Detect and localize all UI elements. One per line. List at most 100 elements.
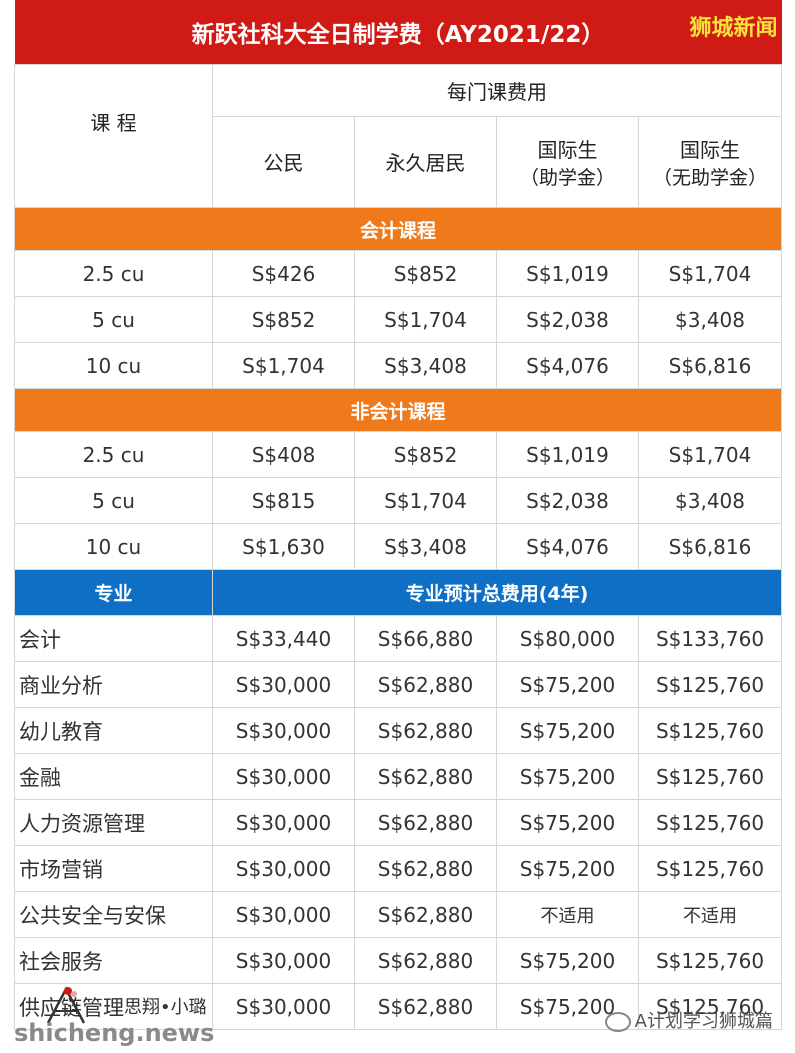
intl-grant-header: 国际生 （助学金） bbox=[496, 115, 639, 209]
fee-cell: S$408 bbox=[212, 431, 355, 478]
table-row: 5 cu S$852 S$1,704 S$2,038 $3,408 bbox=[14, 296, 783, 343]
fee-cell: S$62,880 bbox=[354, 937, 497, 984]
fee-cell: S$62,880 bbox=[354, 799, 497, 846]
a-plan-logo-icon bbox=[46, 986, 86, 1024]
fee-cell: S$30,000 bbox=[212, 845, 355, 892]
fee-cell: S$33,440 bbox=[212, 615, 355, 662]
major-name: 金融 bbox=[14, 753, 213, 800]
fee-cell: S$75,200 bbox=[496, 845, 639, 892]
fee-cell: S$125,760 bbox=[637, 983, 783, 1030]
unit-cell: 10 cu bbox=[14, 342, 213, 389]
major-total-header: 专业预计总费用(4年) bbox=[211, 569, 783, 616]
header-row-2: 公民 永久居民 国际生 （助学金） 国际生 （无助学金） bbox=[15, 115, 783, 209]
fee-cell: S$62,880 bbox=[354, 661, 497, 708]
fee-cell: S$62,880 bbox=[354, 891, 497, 938]
unit-cell: 10 cu bbox=[14, 523, 213, 570]
header-row-1: 课 程 每门课费用 bbox=[14, 64, 783, 208]
table-row: 5 cu S$815 S$1,704 S$2,038 $3,408 bbox=[14, 477, 783, 524]
fee-cell: S$1,019 bbox=[496, 431, 639, 478]
fee-cell: S$75,200 bbox=[496, 707, 639, 754]
table-row: 2.5 cu S$426 S$852 S$1,019 S$1,704 bbox=[14, 250, 783, 297]
fee-cell: S$125,760 bbox=[637, 661, 783, 708]
fee-cell: S$4,076 bbox=[496, 523, 639, 570]
fee-cell: S$30,000 bbox=[212, 891, 355, 938]
fee-cell: $3,408 bbox=[637, 296, 783, 343]
fee-cell: S$30,000 bbox=[212, 983, 355, 1030]
fee-cell: S$80,000 bbox=[496, 615, 639, 662]
accounting-section-label: 会计课程 bbox=[13, 207, 783, 251]
table-row: 商业分析 S$30,000 S$62,880 S$75,200 S$125,76… bbox=[14, 661, 783, 708]
table-row: 会计 S$33,440 S$66,880 S$80,000 S$133,760 bbox=[14, 615, 783, 662]
fee-cell: S$852 bbox=[354, 431, 497, 478]
fee-cell: S$62,880 bbox=[354, 707, 497, 754]
fee-cell: S$6,816 bbox=[637, 523, 783, 570]
fee-cell: S$133,760 bbox=[637, 615, 783, 662]
per-course-fee-header: 每门课费用 bbox=[211, 64, 783, 117]
fee-cell: S$426 bbox=[212, 250, 355, 297]
table-row: 金融 S$30,000 S$62,880 S$75,200 S$125,760 bbox=[14, 753, 783, 800]
fee-cell: S$62,880 bbox=[354, 983, 497, 1030]
fee-table-sheet: 新跃社科大全日制学费（AY2021/22） 狮城新闻 课 程 每门课费用 公民 … bbox=[13, 0, 783, 1030]
fee-table: 新跃社科大全日制学费（AY2021/22） 狮城新闻 课 程 每门课费用 公民 … bbox=[13, 0, 783, 1030]
unit-cell: 5 cu bbox=[14, 296, 213, 343]
major-name: 市场营销 bbox=[14, 845, 213, 892]
non-accounting-section-row: 非会计课程 bbox=[13, 388, 783, 432]
major-name: 社会服务 bbox=[14, 937, 213, 984]
fee-cell: S$1,630 bbox=[212, 523, 355, 570]
not-applicable-cell: 不适用 bbox=[637, 891, 783, 938]
accounting-section-row: 会计课程 bbox=[13, 207, 783, 251]
fee-cell: S$66,880 bbox=[354, 615, 497, 662]
table-row: 10 cu S$1,630 S$3,408 S$4,076 S$6,816 bbox=[14, 523, 783, 570]
title-row: 新跃社科大全日制学费（AY2021/22） 狮城新闻 bbox=[14, 0, 782, 65]
fee-cell: S$125,760 bbox=[637, 937, 783, 984]
fee-cell: S$852 bbox=[354, 250, 497, 297]
table-row: 公共安全与安保 S$30,000 S$62,880 不适用 不适用 bbox=[14, 891, 783, 938]
footer-author: 思翔•小璐 bbox=[124, 997, 207, 1018]
brand-label: 狮城新闻 bbox=[689, 16, 778, 41]
fee-cell: S$125,760 bbox=[637, 707, 783, 754]
intl-grant-label: 国际生 bbox=[537, 137, 598, 162]
citizen-header: 公民 bbox=[212, 115, 355, 209]
wechat-account-name: A计划学习狮城篇 bbox=[634, 1011, 773, 1032]
intl-nogrant-header: 国际生 （无助学金） bbox=[637, 115, 783, 209]
fee-cell: S$1,704 bbox=[637, 431, 783, 478]
fee-cell: S$125,760 bbox=[637, 845, 783, 892]
table-row: 社会服务 S$30,000 S$62,880 S$75,200 S$125,76… bbox=[14, 937, 783, 984]
pr-header: 永久居民 bbox=[354, 115, 497, 209]
fee-cell: S$75,200 bbox=[496, 937, 639, 984]
fee-cell: S$30,000 bbox=[212, 661, 355, 708]
fee-cell: S$6,816 bbox=[637, 342, 783, 389]
table-title: 新跃社科大全日制学费（AY2021/22） bbox=[191, 22, 605, 48]
fee-cell: S$30,000 bbox=[212, 799, 355, 846]
non-accounting-section-label: 非会计课程 bbox=[13, 388, 783, 432]
fee-cell: S$3,408 bbox=[354, 342, 497, 389]
fee-cell: S$75,200 bbox=[496, 661, 639, 708]
fee-cell: S$30,000 bbox=[212, 707, 355, 754]
fee-cell: S$3,408 bbox=[354, 523, 497, 570]
major-name: 人力资源管理 bbox=[14, 799, 213, 846]
table-row: 2.5 cu S$408 S$852 S$1,019 S$1,704 bbox=[14, 431, 783, 478]
fee-cell: S$30,000 bbox=[212, 753, 355, 800]
fee-cell: S$2,038 bbox=[496, 477, 639, 524]
not-applicable-cell: 不适用 bbox=[496, 891, 639, 938]
fee-cell: S$75,200 bbox=[496, 983, 639, 1030]
fee-cell: S$1,704 bbox=[212, 342, 355, 389]
table-title-cell: 新跃社科大全日制学费（AY2021/22） 狮城新闻 bbox=[14, 0, 782, 65]
fee-cell: S$1,704 bbox=[354, 477, 497, 524]
footer: 思翔•小璐 shicheng.news A计划学习狮城篇 bbox=[14, 985, 781, 1047]
table-row: 人力资源管理 S$30,000 S$62,880 S$75,200 S$125,… bbox=[14, 799, 783, 846]
fee-cell: S$62,880 bbox=[354, 845, 497, 892]
intl-nogrant-label: 国际生 bbox=[680, 137, 741, 162]
fee-cell: S$62,880 bbox=[354, 753, 497, 800]
fee-cell: S$75,200 bbox=[496, 753, 639, 800]
unit-cell: 2.5 cu bbox=[14, 431, 213, 478]
fee-cell: S$125,760 bbox=[637, 799, 783, 846]
unit-cell: 5 cu bbox=[14, 477, 213, 524]
intl-nogrant-sub: （无助学金） bbox=[653, 166, 768, 189]
major-name: 会计 bbox=[14, 615, 213, 662]
major-name: 幼儿教育 bbox=[14, 707, 213, 754]
fee-cell: S$125,760 bbox=[637, 753, 783, 800]
wechat-icon bbox=[604, 1012, 631, 1032]
fee-cell: S$1,019 bbox=[496, 250, 639, 297]
fee-cell: $3,408 bbox=[637, 477, 783, 524]
